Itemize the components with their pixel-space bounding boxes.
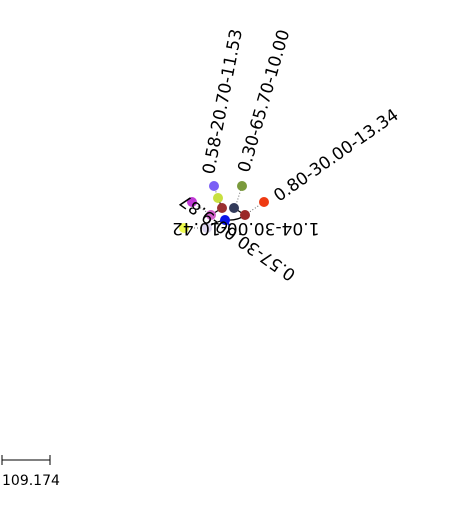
leaf-node-3: [209, 181, 219, 191]
scale-bar-value: 109.174: [2, 473, 60, 489]
leaf-labels: 1.04-30.00-10.42 0.57-30.00-9.87 0.58-20…: [172, 27, 403, 284]
node-lime: [213, 193, 223, 203]
scale-bar: 109.174: [2, 455, 60, 489]
node-navy: [229, 203, 239, 213]
leaf-label-5: 0.80-30.00-13.34: [270, 105, 402, 206]
leaf-node-4: [237, 181, 247, 191]
leaf-node-5: [259, 197, 269, 207]
